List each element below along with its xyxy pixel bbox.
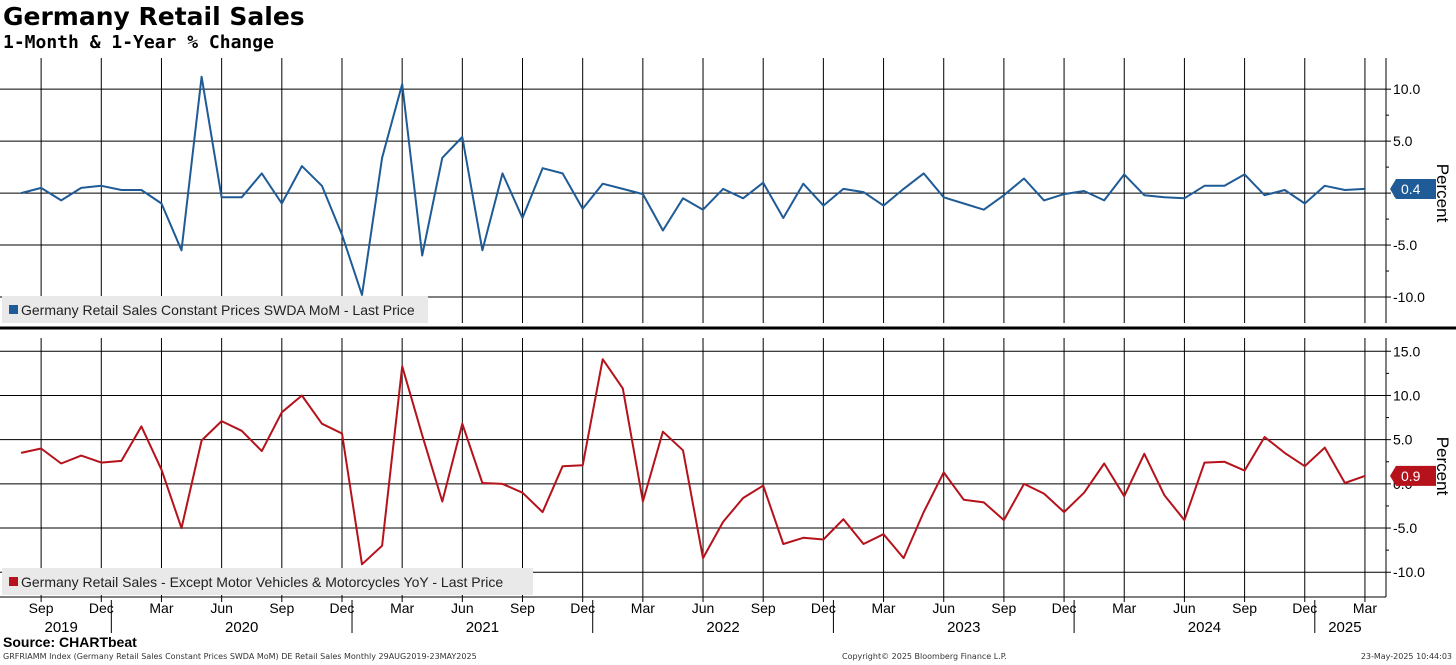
x-month-label: Dec bbox=[1292, 600, 1317, 616]
x-month-label: Mar bbox=[1112, 600, 1136, 616]
mom-series-line bbox=[20, 75, 1365, 296]
x-month-label: Jun bbox=[1173, 600, 1196, 616]
axis-layer: Sep Dec Mar Jun Sep Dec Mar Jun Sep Dec Mar Jun Sep D… bbox=[0, 58, 1456, 636]
x-month-label: Sep bbox=[269, 600, 294, 616]
x-month-label: Dec bbox=[570, 600, 595, 616]
index-note: GRFRIAMM Index (Germany Retail Sales Con… bbox=[3, 652, 477, 661]
x-year-label: 2019 bbox=[44, 619, 77, 636]
y-tick-label: -5.0 bbox=[1393, 237, 1417, 253]
mom-last-value-marker bbox=[1390, 178, 1436, 199]
x-month-label: Jun bbox=[932, 600, 955, 616]
y-tick-label: 10.0 bbox=[1393, 81, 1420, 97]
x-month-label: Sep bbox=[1232, 600, 1257, 616]
x-month-label: Sep bbox=[510, 600, 535, 616]
y-tick-label: 10.0 bbox=[1393, 387, 1420, 403]
x-month-label: Jun bbox=[692, 600, 715, 616]
x-month-label: Dec bbox=[1052, 600, 1077, 616]
x-month-label: Dec bbox=[89, 600, 114, 616]
x-month-label: Sep bbox=[29, 600, 54, 616]
y-tick-label: -10.0 bbox=[1393, 289, 1425, 305]
series-layer bbox=[20, 75, 1366, 566]
legend-mom-swatch bbox=[9, 305, 18, 314]
legend-yoy-label: Germany Retail Sales - Except Motor Vehi… bbox=[21, 574, 503, 590]
x-year-label: 2020 bbox=[225, 619, 258, 636]
x-month-label: Mar bbox=[871, 600, 895, 616]
y-tick-label: -10.0 bbox=[1393, 564, 1425, 580]
x-year-label: 2021 bbox=[466, 619, 499, 636]
chart-title: Germany Retail Sales bbox=[3, 2, 305, 31]
x-month-label: Mar bbox=[631, 600, 655, 616]
legend-mom-label: Germany Retail Sales Constant Prices SWD… bbox=[21, 302, 415, 318]
x-month-label: Mar bbox=[149, 600, 173, 616]
x-month-label: Jun bbox=[210, 600, 233, 616]
legend-mom-background bbox=[2, 296, 428, 323]
yoy-last-value-label: 0.9 bbox=[1401, 468, 1421, 484]
x-year-label: 2023 bbox=[947, 619, 980, 636]
x-year-label: 2024 bbox=[1188, 619, 1221, 636]
y-tick-label: 15.0 bbox=[1393, 343, 1420, 359]
x-month-label: Mar bbox=[1353, 600, 1377, 616]
x-year-label: 2022 bbox=[706, 619, 739, 636]
mom-last-value-label: 0.4 bbox=[1401, 181, 1421, 197]
x-month-label: Dec bbox=[811, 600, 836, 616]
source-note: Source: CHARTbeat bbox=[3, 634, 137, 650]
yoy-ylabel: Percent bbox=[1433, 437, 1452, 496]
x-month-label: Dec bbox=[330, 600, 355, 616]
timestamp: 23-May-2025 10:44:03 bbox=[1360, 652, 1452, 661]
yoy-last-value-marker bbox=[1390, 465, 1436, 486]
x-month-label: Sep bbox=[751, 600, 776, 616]
x-year-label: 2025 bbox=[1328, 619, 1361, 636]
legend-yoy-background bbox=[2, 568, 533, 595]
y-tick-label: 5.0 bbox=[1393, 133, 1413, 149]
gridlines bbox=[0, 58, 1386, 597]
y-tick-label: 5.0 bbox=[1393, 432, 1413, 448]
x-month-label: Jun bbox=[451, 600, 474, 616]
mom-ylabel: Percent bbox=[1433, 164, 1452, 223]
x-month-label: Mar bbox=[390, 600, 414, 616]
yoy-series-line bbox=[20, 358, 1366, 566]
chart-subtitle: 1-Month & 1-Year % Change bbox=[3, 32, 274, 53]
legend-yoy: Germany Retail Sales - Except Motor Vehi… bbox=[2, 568, 533, 595]
x-month-label: Sep bbox=[991, 600, 1016, 616]
legend-yoy-swatch bbox=[9, 577, 18, 586]
y-tick-label: -5.0 bbox=[1393, 520, 1417, 536]
copyright-note: Copyright© 2025 Bloomberg Finance L.P. bbox=[842, 652, 1007, 661]
legend-mom: Germany Retail Sales Constant Prices SWD… bbox=[2, 296, 428, 323]
